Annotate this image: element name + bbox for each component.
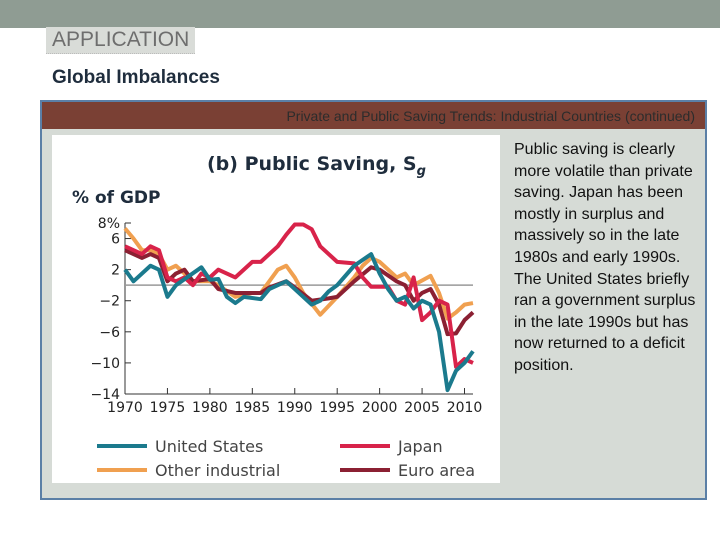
series-line-other-industrial xyxy=(123,227,474,321)
x-tick-label: 2000 xyxy=(362,400,398,416)
series-line-united-states xyxy=(123,252,475,393)
x-tick-label: 1995 xyxy=(319,400,355,416)
series-line-euro-area xyxy=(124,248,475,337)
x-tick-label: 1990 xyxy=(277,400,313,416)
legend-label: Other industrial xyxy=(155,461,280,480)
figure-header-text: Private and Public Saving Trends: Indust… xyxy=(286,108,695,124)
y-tick-label: 8% xyxy=(98,216,120,232)
y-tick-label: 2 xyxy=(111,263,120,279)
slide-title: Global Imbalances xyxy=(52,67,220,88)
y-tick-label: −10 xyxy=(90,356,120,372)
chart-title-subscript: g xyxy=(417,164,426,179)
figure-header: Private and Public Saving Trends: Indust… xyxy=(42,102,705,129)
y-tick-label: 6 xyxy=(111,232,120,248)
legend-label: Japan xyxy=(397,437,443,456)
chart-panel: (b) Public Saving, Sg % of GDP 8% 6 2 −2 −6 −… xyxy=(52,135,500,483)
figure-frame: Private and Public Saving Trends: Indust… xyxy=(40,100,707,500)
y-tick-label: −6 xyxy=(99,325,120,341)
y-tick-label: −14 xyxy=(90,387,120,403)
y-tick-label: −2 xyxy=(99,294,120,310)
legend-label: Euro area xyxy=(398,461,475,480)
x-tick-label: 2005 xyxy=(404,400,440,416)
x-tick-label: 2010 xyxy=(447,400,483,416)
section-label: APPLICATION xyxy=(46,27,196,54)
public-saving-chart: (b) Public Saving, Sg % of GDP 8%6 2 −2 −6 −… xyxy=(72,153,483,480)
x-tick-label: 1975 xyxy=(150,400,186,416)
x-tick-label: 1985 xyxy=(234,400,270,416)
legend-label: United States xyxy=(155,437,263,456)
x-tick-label: 1980 xyxy=(192,400,228,416)
description-text: Public saving is clearly more volatile t… xyxy=(514,141,696,374)
x-tick-label: 1970 xyxy=(107,400,143,416)
y-axis-label: % of GDP xyxy=(72,188,160,208)
top-bar xyxy=(0,0,720,28)
chart-title: (b) Public Saving, Sg xyxy=(207,153,426,179)
